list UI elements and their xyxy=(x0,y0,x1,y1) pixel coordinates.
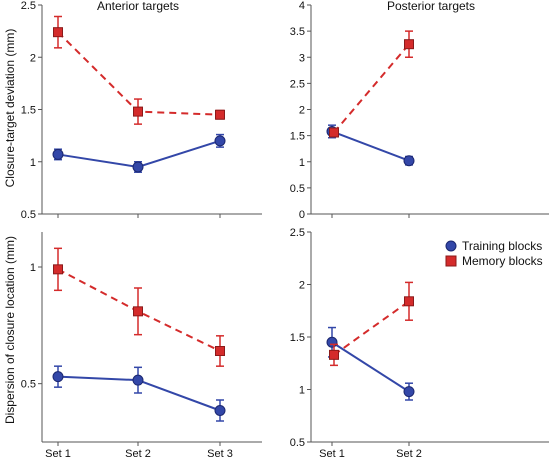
panel-title-posterior: Posterior targets xyxy=(387,0,475,13)
y-tick-label-posterior-deviation: 2 xyxy=(299,105,305,117)
memory-point-anterior-deviation xyxy=(53,27,63,38)
y-tick-label-posterior-dispersion: 2.5 xyxy=(290,227,305,239)
panel-title-anterior: Anterior targets xyxy=(97,0,179,13)
y-tick-label-posterior-deviation: 0.5 xyxy=(290,183,305,195)
panel-frame-dispersion-anterior xyxy=(41,232,262,443)
training-point-posterior-dispersion xyxy=(403,386,415,398)
x-tick-label-anterior-dispersion: Set 2 xyxy=(125,448,151,458)
y-tick-label-anterior-dispersion: 0.5 xyxy=(21,379,36,391)
y-tick-label-posterior-deviation: 3 xyxy=(299,52,305,64)
y-tick-label-anterior-deviation: 2.5 xyxy=(21,0,36,12)
memory-line-anterior-deviation xyxy=(57,31,221,116)
memory-line-posterior-dispersion xyxy=(333,300,410,356)
training-point-anterior-deviation xyxy=(132,161,144,173)
y-tick-label-posterior-deviation: 2.5 xyxy=(290,78,305,90)
y-tick-label-posterior-deviation: 4 xyxy=(299,0,305,12)
training-point-anterior-deviation xyxy=(52,148,64,160)
training-point-anterior-dispersion xyxy=(52,371,64,383)
training-point-posterior-deviation xyxy=(403,155,415,167)
legend-memory-marker xyxy=(445,255,457,267)
y-axis-title-dispersion: Dispersion of closure location (mm) xyxy=(3,236,17,424)
training-line-posterior-dispersion xyxy=(331,341,410,393)
training-point-posterior-dispersion xyxy=(326,336,338,348)
y-tick-label-anterior-dispersion: 1 xyxy=(30,262,36,274)
x-tick-label-anterior-dispersion: Set 3 xyxy=(207,448,233,458)
legend-training-label: Training blocks xyxy=(462,239,542,253)
memory-point-posterior-deviation xyxy=(329,127,339,138)
chart-marks: 0.5 1 1.5 2 2.5 0 0.5 1 1.5 2 2.5 3 3.5 4 0.5 1 Set 1 Set… xyxy=(21,0,422,460)
panel-frame-anterior xyxy=(41,5,262,215)
training-line-posterior-deviation xyxy=(331,130,410,162)
memory-point-posterior-deviation xyxy=(404,39,414,50)
legend: Training blocks Memory blocks xyxy=(445,239,543,268)
memory-point-anterior-deviation xyxy=(133,106,143,117)
y-tick-label-posterior-deviation: 1 xyxy=(299,157,305,169)
training-point-anterior-deviation xyxy=(214,135,226,147)
memory-point-anterior-dispersion xyxy=(133,306,143,317)
y-tick-label-posterior-deviation: 1.5 xyxy=(290,131,305,143)
y-tick-label-anterior-deviation: 1.5 xyxy=(21,105,36,117)
x-tick-label-posterior-dispersion: Set 1 xyxy=(319,448,345,458)
y-tick-label-anterior-deviation: 2 xyxy=(30,52,36,64)
y-axis-title-deviation: Closure-target deviation (mm) xyxy=(3,29,17,188)
memory-point-posterior-dispersion xyxy=(404,296,414,307)
x-tick-label-anterior-dispersion: Set 1 xyxy=(45,448,71,458)
memory-point-posterior-dispersion xyxy=(329,349,339,360)
y-tick-label-posterior-dispersion: 1.5 xyxy=(290,332,305,344)
y-tick-label-posterior-dispersion: 1 xyxy=(299,385,305,397)
y-tick-label-posterior-deviation: 3.5 xyxy=(290,26,305,38)
panel-frame-posterior xyxy=(310,5,549,215)
legend-training-marker xyxy=(445,240,457,252)
x-tick-label-posterior-dispersion: Set 2 xyxy=(396,448,422,458)
memory-point-anterior-deviation xyxy=(215,109,225,120)
training-point-anterior-dispersion xyxy=(132,374,144,386)
y-tick-label-posterior-dispersion: 0.5 xyxy=(290,437,305,449)
memory-line-posterior-deviation xyxy=(333,43,410,134)
y-tick-label-posterior-deviation: 0 xyxy=(299,209,305,221)
y-tick-label-anterior-deviation: 0.5 xyxy=(21,209,36,221)
training-point-anterior-dispersion xyxy=(214,405,226,416)
y-tick-label-posterior-dispersion: 2 xyxy=(299,280,305,292)
memory-point-anterior-dispersion xyxy=(215,346,225,356)
legend-memory-label: Memory blocks xyxy=(462,254,543,268)
memory-point-anterior-dispersion xyxy=(53,264,63,275)
y-tick-label-anterior-deviation: 1 xyxy=(30,157,36,169)
